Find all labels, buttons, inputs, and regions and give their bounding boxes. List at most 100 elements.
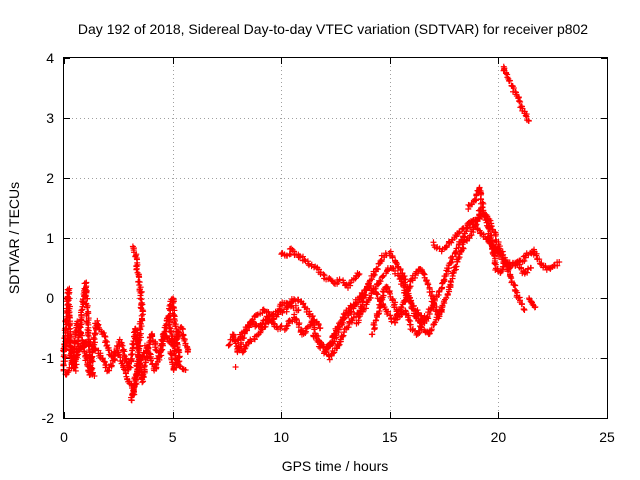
data-point bbox=[64, 330, 71, 337]
data-point bbox=[449, 253, 456, 260]
data-point bbox=[91, 345, 98, 352]
data-point bbox=[332, 332, 339, 339]
axis-ticks: 0 5 10 15 20 25 -2 -1 0 1 2 3 4 bbox=[42, 50, 615, 445]
data-point bbox=[556, 259, 563, 265]
data-point bbox=[373, 265, 380, 272]
data-point bbox=[291, 311, 298, 318]
data-point bbox=[82, 292, 89, 299]
x-tick-label: 15 bbox=[382, 429, 398, 445]
data-point bbox=[518, 301, 525, 308]
data-point bbox=[365, 280, 372, 287]
plot-area-frame bbox=[63, 57, 608, 419]
data-point bbox=[295, 307, 302, 313]
y-tick-label: 0 bbox=[46, 290, 54, 306]
data-point bbox=[516, 98, 523, 105]
data-point bbox=[84, 331, 91, 338]
data-point bbox=[375, 281, 382, 288]
data-point bbox=[373, 317, 380, 324]
data-point bbox=[335, 342, 342, 349]
data-point bbox=[421, 313, 428, 319]
data-point bbox=[398, 305, 405, 312]
data-point bbox=[139, 311, 146, 318]
data-point bbox=[345, 324, 352, 331]
data-point bbox=[94, 317, 101, 324]
data-point bbox=[321, 350, 328, 357]
data-point bbox=[118, 341, 125, 348]
data-point bbox=[232, 340, 239, 347]
x-tick-label: 5 bbox=[169, 429, 177, 445]
data-point bbox=[297, 254, 304, 261]
data-point bbox=[67, 342, 74, 349]
data-point bbox=[279, 309, 286, 316]
data-point bbox=[498, 268, 505, 275]
data-point bbox=[359, 298, 366, 305]
data-point bbox=[389, 253, 396, 260]
data-point bbox=[101, 333, 108, 340]
data-point bbox=[79, 343, 86, 350]
data-point bbox=[504, 268, 511, 275]
data-point bbox=[356, 271, 363, 277]
y-tick-label: 1 bbox=[46, 230, 54, 246]
data-point bbox=[508, 278, 515, 285]
data-point bbox=[518, 264, 525, 271]
data-point bbox=[345, 312, 352, 319]
x-tick-label: 20 bbox=[491, 429, 507, 445]
data-point bbox=[517, 297, 524, 304]
data-point bbox=[475, 215, 482, 222]
data-point bbox=[169, 298, 176, 305]
x-tick-label: 25 bbox=[599, 429, 615, 445]
data-point bbox=[444, 268, 451, 275]
data-point bbox=[90, 334, 97, 341]
y-tick-label: -2 bbox=[42, 410, 55, 426]
data-point bbox=[452, 263, 459, 270]
data-point bbox=[133, 266, 140, 273]
data-point bbox=[495, 245, 502, 252]
data-point bbox=[311, 326, 318, 333]
data-point bbox=[72, 364, 79, 371]
data-point bbox=[170, 363, 177, 370]
data-point bbox=[102, 337, 109, 344]
data-point bbox=[243, 342, 250, 349]
data-point bbox=[301, 256, 308, 263]
data-point bbox=[533, 252, 540, 259]
data-point bbox=[438, 308, 445, 315]
data-point bbox=[370, 285, 377, 292]
data-point bbox=[119, 348, 126, 355]
data-point bbox=[288, 245, 295, 252]
data-point bbox=[283, 252, 290, 259]
data-point bbox=[78, 307, 85, 314]
data-point bbox=[158, 336, 165, 343]
data-point bbox=[387, 312, 394, 319]
data-point bbox=[239, 349, 246, 356]
data-point bbox=[371, 322, 378, 329]
data-point bbox=[320, 271, 327, 278]
data-point bbox=[230, 334, 237, 341]
data-point bbox=[455, 253, 462, 260]
data-point bbox=[257, 329, 264, 336]
data-point bbox=[66, 322, 73, 329]
x-axis-label: GPS time / hours bbox=[282, 458, 389, 474]
x-tick-label: 0 bbox=[60, 429, 68, 445]
data-point bbox=[379, 273, 386, 280]
data-point bbox=[84, 295, 91, 302]
data-point bbox=[182, 367, 189, 373]
data-point bbox=[184, 349, 191, 355]
data-point bbox=[420, 270, 427, 277]
data-point bbox=[367, 294, 374, 301]
data-point bbox=[342, 314, 349, 321]
data-point bbox=[371, 271, 378, 278]
y-tick-label: 2 bbox=[46, 170, 54, 186]
data-point bbox=[238, 339, 245, 346]
data-point bbox=[300, 300, 307, 307]
data-point bbox=[169, 303, 176, 310]
data-point bbox=[179, 326, 186, 333]
data-point bbox=[76, 323, 83, 330]
data-point bbox=[491, 260, 498, 267]
data-point bbox=[542, 262, 549, 269]
data-point bbox=[339, 333, 346, 340]
data-point bbox=[172, 323, 179, 330]
data-point bbox=[385, 308, 392, 315]
data-point bbox=[246, 323, 253, 330]
data-point bbox=[368, 331, 375, 338]
data-point bbox=[315, 321, 322, 328]
